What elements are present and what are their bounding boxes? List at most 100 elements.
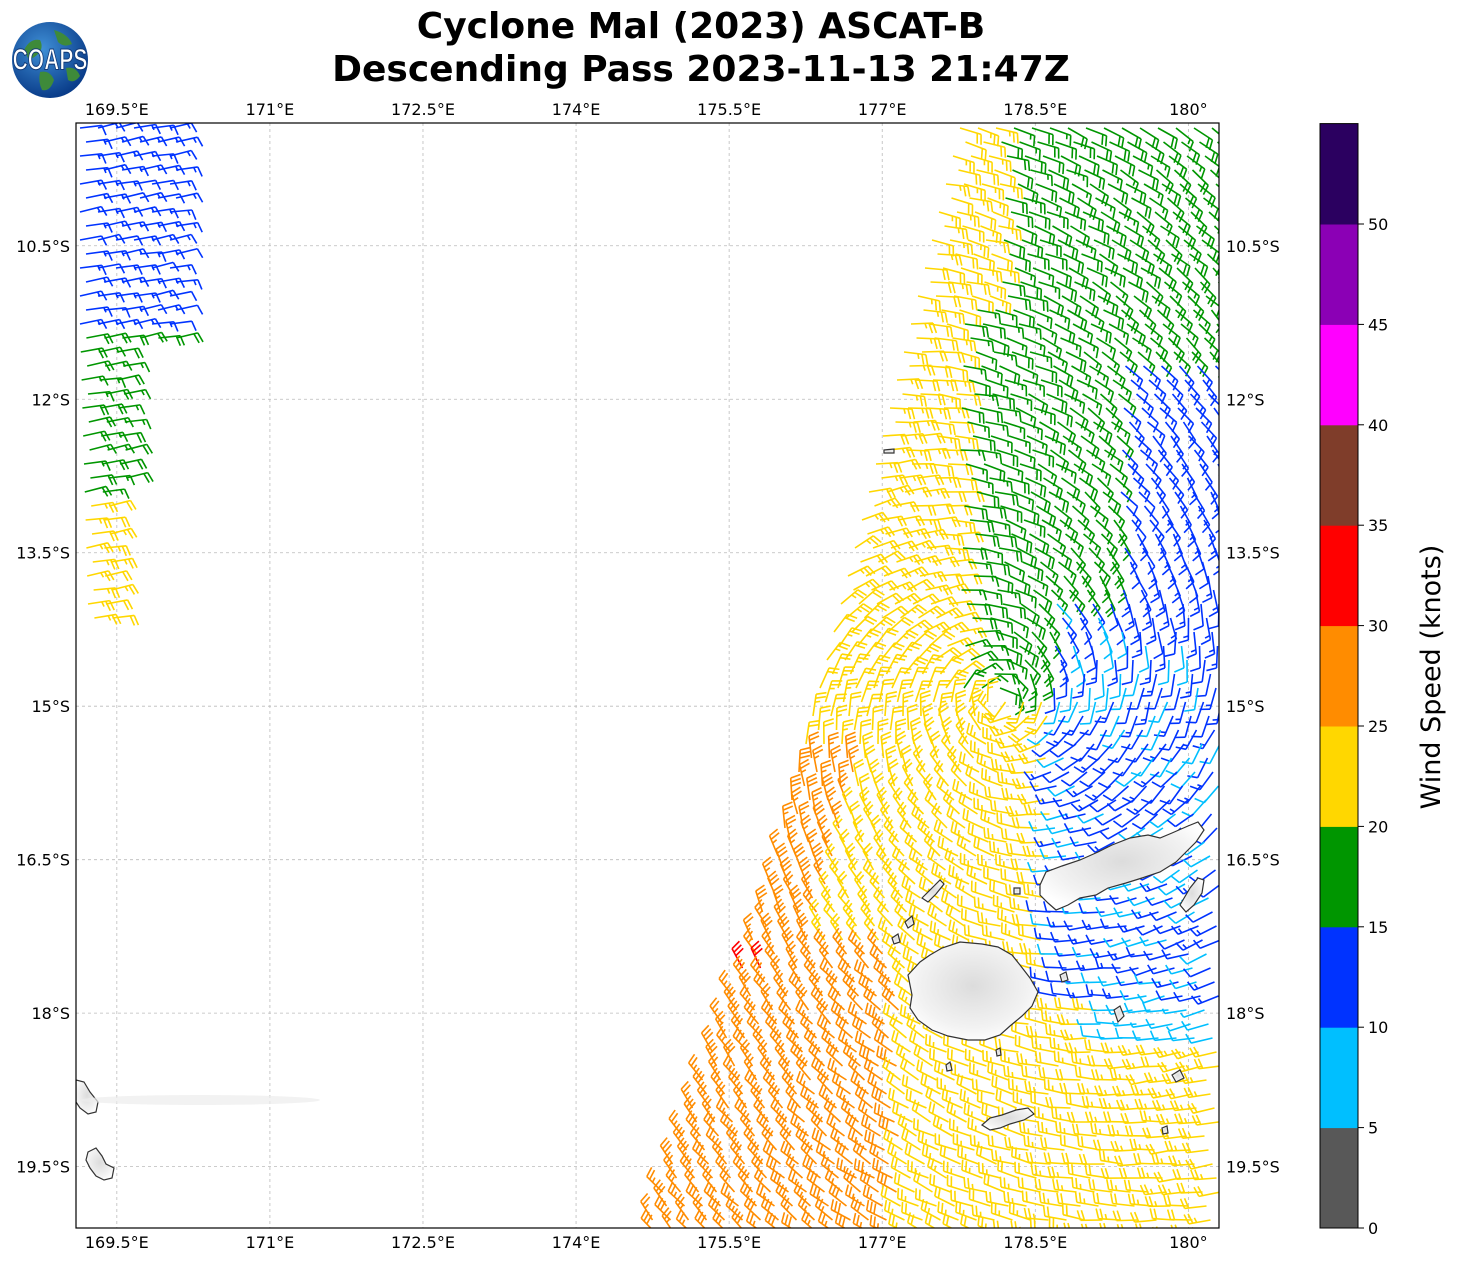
wind-barb bbox=[955, 717, 969, 745]
wind-barb bbox=[773, 898, 786, 927]
wind-barb bbox=[1021, 239, 1044, 259]
wind-barb bbox=[712, 1208, 724, 1228]
wind-barb bbox=[727, 997, 742, 1025]
wind-barb bbox=[923, 716, 935, 745]
wind-barb bbox=[100, 403, 128, 415]
wind-barb bbox=[993, 351, 1018, 367]
wind-barb bbox=[936, 607, 964, 619]
wind-barb bbox=[1201, 239, 1219, 264]
wind-barb bbox=[1089, 365, 1110, 388]
wind-barb bbox=[842, 1042, 862, 1067]
wind-barb bbox=[882, 605, 910, 619]
wind-barb bbox=[773, 969, 788, 997]
wind-barb bbox=[1058, 561, 1077, 586]
wind-barb bbox=[1079, 701, 1097, 725]
wind-barb bbox=[1190, 1169, 1217, 1181]
wind-barb bbox=[798, 746, 811, 773]
lat-tick-label-left: 12°S bbox=[31, 390, 70, 409]
wind-barb bbox=[981, 365, 1003, 385]
wind-barb bbox=[169, 149, 198, 160]
wind-barb bbox=[734, 1096, 752, 1123]
wind-barb bbox=[961, 407, 985, 424]
wind-barb bbox=[1014, 449, 1036, 469]
wind-barb bbox=[1153, 715, 1174, 738]
wind-barb bbox=[1117, 253, 1139, 275]
wind-barb bbox=[963, 183, 986, 201]
wind-barb bbox=[911, 804, 930, 829]
wind-barb bbox=[1003, 239, 1026, 259]
wind-barb bbox=[1107, 505, 1126, 531]
wind-barb bbox=[1016, 225, 1038, 246]
wind-barb bbox=[80, 347, 108, 359]
wind-barb bbox=[115, 235, 144, 246]
wind-barb bbox=[1124, 225, 1145, 248]
wind-barb bbox=[847, 744, 860, 773]
wind-barb bbox=[1094, 701, 1115, 724]
wind-barb bbox=[1210, 309, 1219, 337]
wind-barb bbox=[1203, 337, 1219, 363]
lon-tick-label-top: 169.5°E bbox=[85, 100, 149, 119]
wind-barb bbox=[117, 374, 145, 386]
wind-barb bbox=[916, 337, 942, 350]
wind-barb bbox=[1130, 617, 1141, 646]
wind-barb bbox=[175, 304, 204, 315]
wind-barb bbox=[862, 731, 874, 759]
wind-barb bbox=[1095, 519, 1113, 545]
wind-barb bbox=[975, 351, 998, 371]
wind-barb bbox=[109, 527, 138, 539]
wind-barb bbox=[1212, 267, 1219, 291]
wind-barb bbox=[1087, 743, 1113, 761]
wind-barb bbox=[1129, 561, 1141, 590]
wind-barb bbox=[1174, 645, 1185, 673]
island-west bbox=[85, 1147, 115, 1181]
wind-barb bbox=[1164, 1140, 1191, 1152]
wind-barb bbox=[824, 680, 843, 703]
wind-barb bbox=[1071, 946, 1099, 958]
wind-barb bbox=[937, 253, 963, 266]
wind-barb bbox=[679, 1151, 696, 1179]
wind-barb bbox=[1180, 323, 1199, 348]
wind-barb bbox=[1200, 617, 1212, 646]
wind-barb bbox=[101, 459, 130, 471]
wind-barb bbox=[1191, 659, 1206, 685]
wind-barb bbox=[919, 690, 931, 717]
wind-barb bbox=[169, 123, 198, 133]
wind-barb bbox=[1014, 267, 1037, 288]
wind-barb bbox=[922, 487, 950, 499]
wind-barb bbox=[963, 365, 988, 381]
wind-barb bbox=[976, 491, 1000, 509]
wind-barb bbox=[1091, 141, 1113, 162]
wind-barb bbox=[1206, 253, 1219, 279]
wind-barb bbox=[1186, 631, 1198, 659]
wind-barb bbox=[805, 1097, 824, 1123]
lon-tick-label-bottom: 175.5°E bbox=[697, 1233, 761, 1252]
wind-barb bbox=[1102, 729, 1126, 750]
wind-barb bbox=[1056, 673, 1068, 700]
island-small bbox=[1059, 971, 1069, 983]
lat-tick-label-right: 15°S bbox=[1226, 697, 1265, 716]
wind-barb bbox=[1124, 1125, 1151, 1137]
wind-barb bbox=[1176, 659, 1189, 686]
wind-barb bbox=[914, 680, 933, 703]
wind-barb bbox=[79, 179, 108, 190]
wind-barb bbox=[1086, 729, 1108, 751]
wind-barb bbox=[1131, 631, 1143, 659]
wind-barb bbox=[954, 702, 966, 731]
wind-barb bbox=[844, 640, 868, 661]
wind-barb bbox=[835, 704, 848, 731]
wind-barb bbox=[1177, 1127, 1205, 1139]
wind-barb bbox=[931, 421, 956, 436]
wind-barb bbox=[133, 123, 161, 135]
wind-barb bbox=[793, 1181, 812, 1207]
wind-barb bbox=[1036, 323, 1058, 345]
wind-barb bbox=[1056, 850, 1085, 861]
lon-tick-label-bottom: 172.5°E bbox=[391, 1233, 455, 1252]
wind-barb bbox=[105, 570, 133, 582]
wind-barb bbox=[927, 365, 953, 379]
wind-barb bbox=[1199, 744, 1219, 765]
wind-barb bbox=[1173, 169, 1192, 195]
wind-barb bbox=[694, 1208, 707, 1228]
wind-barb bbox=[1018, 753, 1046, 765]
lat-tick-label-left: 15°S bbox=[31, 697, 70, 716]
wind-barb bbox=[1043, 477, 1063, 500]
